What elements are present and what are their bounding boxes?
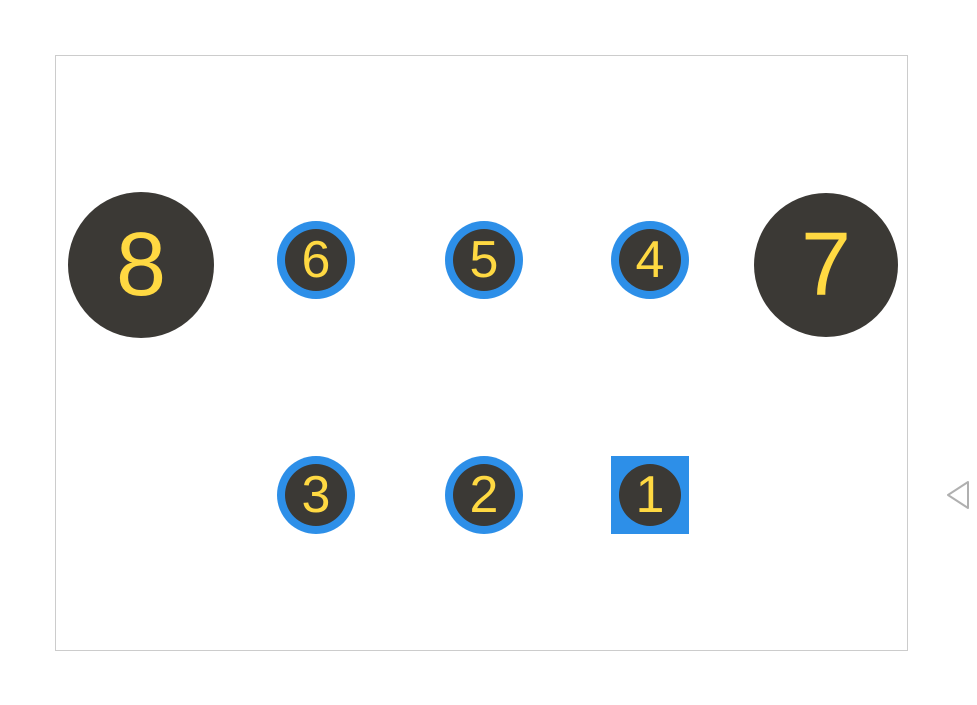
- pad-3-label: 3: [302, 469, 331, 521]
- pad-6-label: 6: [302, 234, 331, 286]
- pin1-indicator-arrow-icon: [947, 481, 969, 509]
- pad-8: 8: [68, 192, 214, 338]
- pad-4-label: 4: [636, 234, 665, 286]
- pad-5-hole: 5: [453, 229, 515, 291]
- pad-7-label: 7: [801, 220, 851, 310]
- pad-1: 1: [611, 456, 689, 534]
- pad-3: 3: [277, 456, 355, 534]
- pad-6-hole: 6: [285, 229, 347, 291]
- pad-5: 5: [445, 221, 523, 299]
- pad-1-hole: 1: [619, 464, 681, 526]
- pad-8-label: 8: [116, 220, 166, 310]
- pad-1-label: 1: [636, 469, 665, 521]
- pad-3-hole: 3: [285, 464, 347, 526]
- pad-7: 7: [754, 193, 898, 337]
- pad-4: 4: [611, 221, 689, 299]
- pad-2-hole: 2: [453, 464, 515, 526]
- component-outline: [55, 55, 908, 651]
- pad-4-hole: 4: [619, 229, 681, 291]
- pad-5-label: 5: [470, 234, 499, 286]
- pad-2-label: 2: [470, 469, 499, 521]
- pad-2: 2: [445, 456, 523, 534]
- pad-6: 6: [277, 221, 355, 299]
